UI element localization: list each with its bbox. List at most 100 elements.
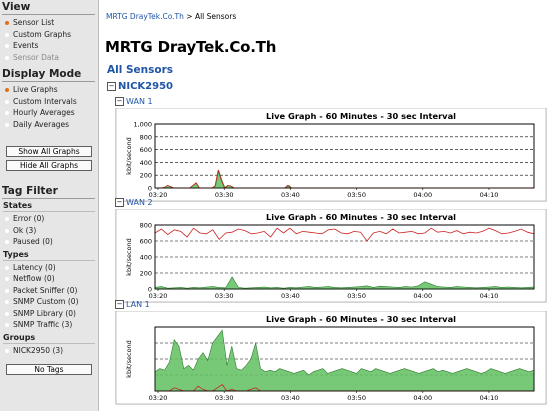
x-tick-label: 04:00 [413, 292, 432, 300]
display-mode-item[interactable]: Daily Averages [0, 119, 98, 131]
x-tick-label: 03:50 [347, 191, 366, 199]
no-tags-button[interactable]: No Tags [6, 364, 92, 375]
x-tick-label: 03:20 [149, 191, 168, 199]
view-list: Sensor List Custom Graphs Events Sensor Dat… [0, 17, 98, 63]
display-mode-list: Live Graphs Custom Intervals Hourly Averag… [0, 84, 98, 130]
hide-all-graphs-button[interactable]: Hide All Graphs [6, 160, 92, 171]
sensor-name[interactable]: LAN 1 [126, 300, 150, 309]
type-filter-item-label: Netflow (0) [13, 274, 55, 283]
x-tick-label: 04:00 [413, 191, 432, 199]
sensor-lan1: − LAN 1 Live Graph - 60 Minutes - 30 sec … [115, 300, 547, 405]
view-item[interactable]: Sensor Data [0, 52, 98, 64]
view-item-label: Events [13, 41, 39, 50]
y-axis-label: kbit/second [125, 137, 133, 175]
state-filter-item[interactable]: Paused (0) [0, 236, 98, 248]
main-content: MRTG DrayTek.Co.Th > All Sensors MRTG Dr… [99, 0, 550, 411]
series-line-out [154, 227, 535, 242]
sensor-name[interactable]: WAN 2 [126, 198, 153, 207]
collapse-toggle-icon[interactable]: − [115, 198, 124, 207]
type-filter-item[interactable]: Latency (0) [0, 262, 98, 274]
sensor-wan2: − WAN 2 Live Graph - 60 Minutes - 30 sec … [115, 198, 547, 303]
page-title: MRTG DrayTek.Co.Th [105, 38, 277, 56]
plot-border [154, 224, 535, 290]
chart-title: Live Graph - 60 Minutes - 30 sec Interva… [266, 212, 456, 222]
groups-list: NICK2950 (3) [0, 345, 98, 357]
view-item[interactable]: Sensor List [0, 17, 98, 29]
radio-bullet-icon [5, 311, 9, 316]
radio-bullet-icon [5, 300, 9, 304]
type-filter-item[interactable]: SNMP Traffic (3) [0, 319, 98, 331]
x-tick-label: 03:20 [149, 394, 168, 402]
collapse-toggle-icon[interactable]: − [115, 300, 124, 309]
breadcrumb-link-home[interactable]: MRTG DrayTek.Co.Th [106, 12, 184, 21]
type-filter-item[interactable]: SNMP Library (0) [0, 308, 98, 320]
sensor-header: − LAN 1 [115, 300, 547, 311]
sidebar: View Sensor List Custom Graphs Events Senso… [0, 0, 99, 411]
y-tick-label: 400 [140, 254, 152, 262]
series-area-in [154, 329, 535, 392]
group-name[interactable]: NICK2950 [118, 81, 174, 92]
y-tick-label: 800 [140, 133, 152, 141]
view-item-label: Sensor List [13, 18, 55, 27]
view-item[interactable]: Custom Graphs [0, 29, 98, 41]
x-tick-label: 03:30 [215, 292, 234, 300]
plot-border [154, 326, 535, 392]
x-tick-label: 04:10 [480, 191, 499, 199]
radio-bullet-icon [5, 88, 9, 92]
y-axis-label: kbit/second [125, 238, 133, 276]
radio-bullet-icon [5, 240, 9, 244]
live-graph: Live Graph - 60 Minutes - 30 sec Interva… [115, 310, 547, 405]
state-filter-item[interactable]: Error (0) [0, 213, 98, 225]
display-mode-item[interactable]: Hourly Averages [0, 107, 98, 119]
radio-bullet-icon [5, 217, 9, 221]
radio-bullet-icon [5, 55, 9, 60]
sensor-header: − WAN 2 [115, 198, 547, 209]
sensor-name[interactable]: WAN 1 [126, 97, 153, 106]
show-all-graphs-button[interactable]: Show All Graphs [6, 146, 92, 157]
display-mode-heading: Display Mode [2, 67, 95, 82]
radio-bullet-icon [5, 288, 9, 293]
live-graph: Live Graph - 60 Minutes - 30 sec Interva… [115, 208, 547, 303]
view-item[interactable]: Events [0, 40, 98, 52]
types-heading: Types [3, 250, 95, 261]
x-tick-label: 03:30 [215, 394, 234, 402]
display-mode-item-label: Custom Intervals [13, 96, 77, 106]
state-filter-item[interactable]: Ok (3) [0, 225, 98, 237]
y-tick-label: 1,000 [133, 121, 152, 129]
x-tick-label: 03:40 [281, 394, 300, 402]
type-filter-item-label: Packet Sniffer (0) [13, 285, 78, 295]
breadcrumb-current: All Sensors [194, 12, 237, 21]
radio-bullet-icon [5, 21, 9, 25]
breadcrumb-separator: > [186, 12, 193, 21]
display-mode-item-label: Daily Averages [13, 119, 70, 129]
radio-bullet-icon [5, 323, 9, 327]
states-list: Error (0) Ok (3) Paused (0) [0, 213, 98, 248]
group-filter-item[interactable]: NICK2950 (3) [0, 345, 98, 357]
y-tick-label: 600 [140, 146, 152, 154]
radio-bullet-icon [5, 348, 9, 353]
view-item-label: Custom Graphs [13, 29, 72, 39]
display-mode-item[interactable]: Live Graphs [0, 84, 98, 96]
view-item-label: Sensor Data [13, 52, 59, 62]
x-tick-label: 03:40 [281, 292, 300, 300]
type-filter-item[interactable]: Packet Sniffer (0) [0, 285, 98, 297]
breadcrumb: MRTG DrayTek.Co.Th > All Sensors [106, 12, 236, 21]
x-tick-label: 03:20 [149, 292, 168, 300]
radio-bullet-icon [5, 32, 9, 37]
type-filter-item[interactable]: Netflow (0) [0, 273, 98, 285]
state-filter-item-label: Error (0) [13, 214, 45, 223]
display-mode-item[interactable]: Custom Intervals [0, 96, 98, 108]
live-graph: Live Graph - 60 Minutes - 30 sec Interva… [115, 107, 547, 202]
group-filter-item-label: NICK2950 (3) [13, 345, 64, 355]
states-heading: States [3, 201, 95, 212]
display-mode-item-label: Hourly Averages [13, 108, 75, 117]
radio-bullet-icon [5, 265, 9, 270]
type-filter-item[interactable]: SNMP Custom (0) [0, 296, 98, 308]
plot-area [154, 123, 535, 189]
collapse-toggle-icon[interactable]: − [115, 97, 124, 106]
collapse-toggle-icon[interactable]: − [107, 82, 116, 91]
y-tick-label: 0 [148, 185, 152, 193]
x-tick-label: 03:40 [281, 191, 300, 199]
type-filter-item-label: SNMP Library (0) [13, 308, 76, 318]
y-tick-label: 200 [140, 270, 152, 278]
